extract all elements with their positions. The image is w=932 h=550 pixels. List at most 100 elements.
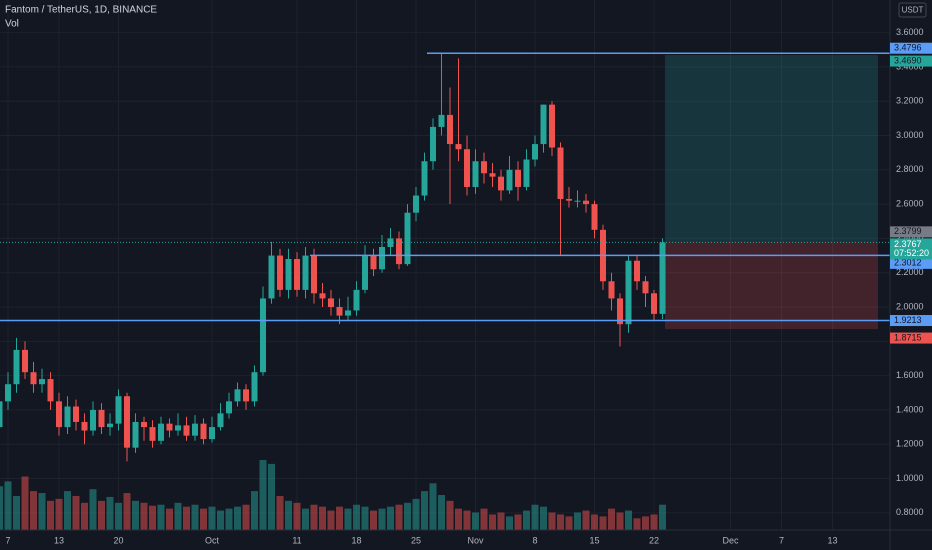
y-tick-label: 1.2000 [896,439,924,449]
candle-body [421,161,428,196]
volume-bar [208,506,216,530]
candle-body [659,242,666,314]
x-tick-label: 20 [113,535,123,545]
volume-bar [659,504,666,530]
volume-bar [123,493,131,530]
candle-body [574,200,581,202]
y-tick-label: 0.8000 [896,507,924,517]
target-price-label-box [890,55,932,67]
grid [0,0,890,530]
currency-box[interactable] [898,2,927,18]
candle-body [141,421,147,428]
candle-body [319,293,326,299]
candle-body [175,425,181,431]
candle-body [158,423,164,441]
y-tick-label: 1.6000 [896,370,924,380]
candle-body [634,260,640,282]
candle-body [353,289,360,311]
candle-body [336,307,343,316]
volume-bar [625,510,632,530]
profit-zone [665,55,878,242]
candle-body [115,396,122,424]
candle-body [73,406,79,422]
last-price-label: 2.3767 [894,239,922,249]
volume-bar [106,496,114,530]
candle-body [379,246,385,270]
candle-body [642,281,649,294]
candle-body [90,409,96,431]
volume-bar [132,500,139,530]
x-tick-label: Nov [467,535,484,545]
volume-bar [89,489,97,530]
stop-price-label: 1.8715 [894,332,922,342]
volume-bar [242,504,250,530]
candle-body [64,406,71,428]
y-tick-label: 3.6000 [896,27,924,37]
volume-bar [81,502,88,530]
candle-body [124,396,130,448]
candle-body [81,421,88,431]
candle-body [370,255,377,270]
volume-bar [72,495,80,530]
candle-body [583,200,589,205]
candle-body [515,169,521,187]
candle-body [200,423,207,440]
candle-body [13,349,20,385]
y-tick-label: 2.4000 [896,233,924,243]
y-tick-label: 1.4000 [896,404,924,414]
candle-body [447,114,453,145]
candle-body [438,114,445,127]
candle-body [22,349,28,373]
candle-body [30,372,37,385]
entry-price-label: 2.3799 [894,226,922,236]
candle-body [591,204,598,230]
volume-bar [455,508,462,530]
candle-body [107,423,113,428]
y-tick-label: 3.0000 [896,130,924,140]
currency[interactable]: USDT [902,6,924,15]
volume-bar [650,514,658,530]
volume-bar [174,502,182,530]
volume-bar [268,463,275,530]
volume-bar [200,508,207,530]
candle-body [294,258,300,290]
x-tick-label: Dec [722,535,739,545]
candle-body [404,212,411,265]
y-tick-label: 3.2000 [896,96,924,106]
volume-bar [166,508,173,530]
volume-bar [540,506,547,530]
volume-bar [633,518,641,530]
candle-body [234,389,241,402]
line-price-label-box [890,315,932,327]
x-tick-label: 22 [649,535,659,545]
candle-body [345,310,351,316]
candle-body [166,423,173,431]
line-price-label: 2.3012 [894,258,922,268]
candle-body [455,144,462,150]
line-price-label: 3.4796 [894,43,922,53]
volume-bar [47,500,54,530]
volume-bar [591,514,598,530]
candle-body [260,298,266,373]
y-tick-label: 2.0000 [896,301,924,311]
volume-bar [599,516,607,530]
candle-body [430,126,436,162]
x-tick-label: 7 [5,535,10,545]
volume-bar [4,481,12,530]
volume-bar [285,500,292,530]
volume-bar [217,510,224,530]
volume-bar [378,508,386,530]
volume-bar [421,491,428,530]
candle-body [464,149,470,187]
volume-bar [251,491,258,530]
volume-bar [157,504,165,530]
candle-body [617,298,623,325]
volume-bar [191,504,199,530]
volume-bar [565,516,573,530]
x-tick-label: 7 [779,535,784,545]
candle-body [625,260,632,325]
x-tick-label: 25 [411,535,421,545]
volume-bar [395,504,403,530]
volume-bar [642,516,649,530]
